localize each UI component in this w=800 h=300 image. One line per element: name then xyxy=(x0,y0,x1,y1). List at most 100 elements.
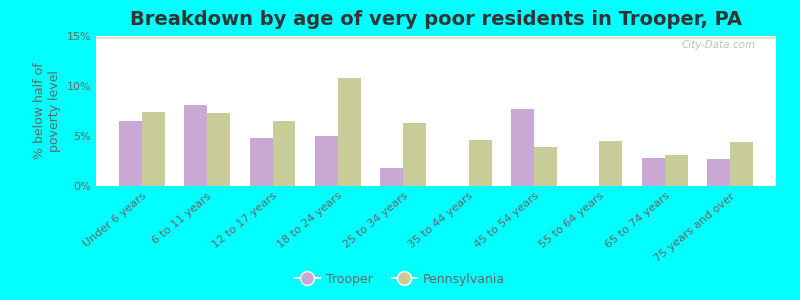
Bar xyxy=(207,113,230,186)
Bar xyxy=(96,37,776,39)
Bar xyxy=(730,142,753,186)
Bar xyxy=(96,36,776,38)
Bar xyxy=(96,38,776,39)
Bar xyxy=(96,37,776,39)
Bar xyxy=(96,37,776,38)
Bar xyxy=(96,37,776,38)
Bar xyxy=(96,38,776,39)
Bar xyxy=(96,37,776,38)
Bar xyxy=(96,37,776,38)
Bar xyxy=(96,37,776,39)
Bar xyxy=(96,38,776,39)
Bar xyxy=(96,36,776,38)
Bar xyxy=(96,37,776,38)
Bar xyxy=(96,37,776,38)
Bar xyxy=(96,37,776,38)
Bar xyxy=(96,36,776,38)
Bar xyxy=(96,36,776,38)
Bar xyxy=(96,37,776,39)
Bar xyxy=(96,36,776,38)
Bar xyxy=(96,37,776,39)
Bar xyxy=(511,109,534,186)
Bar xyxy=(96,36,776,38)
Bar xyxy=(96,36,776,38)
Bar xyxy=(96,37,776,38)
Bar xyxy=(96,37,776,38)
Bar xyxy=(96,36,776,38)
Bar xyxy=(96,37,776,39)
Bar xyxy=(96,37,776,38)
Bar xyxy=(96,36,776,38)
Bar xyxy=(96,37,776,38)
Bar xyxy=(96,37,776,39)
Text: City-Data.com: City-Data.com xyxy=(682,40,755,50)
Bar xyxy=(96,37,776,39)
Bar xyxy=(96,37,776,38)
Legend: Trooper, Pennsylvania: Trooper, Pennsylvania xyxy=(290,268,510,291)
Bar xyxy=(96,37,776,38)
Bar xyxy=(96,37,776,38)
Bar xyxy=(96,36,776,38)
Bar xyxy=(96,37,776,39)
Bar xyxy=(96,36,776,38)
Bar xyxy=(96,37,776,39)
Bar xyxy=(96,37,776,38)
Bar xyxy=(96,37,776,39)
Bar xyxy=(96,37,776,39)
Bar xyxy=(338,78,361,186)
Bar xyxy=(96,37,776,39)
Bar xyxy=(250,138,273,186)
Bar xyxy=(96,37,776,38)
Bar xyxy=(96,38,776,39)
Bar xyxy=(96,38,776,39)
Bar xyxy=(96,37,776,38)
Bar xyxy=(96,37,776,39)
Bar xyxy=(96,37,776,38)
Bar xyxy=(96,37,776,39)
Bar xyxy=(96,37,776,38)
Bar xyxy=(96,37,776,38)
Bar xyxy=(96,36,776,38)
Bar xyxy=(96,37,776,38)
Bar xyxy=(96,36,776,38)
Bar xyxy=(96,37,776,38)
Bar xyxy=(96,37,776,38)
Bar xyxy=(96,37,776,38)
Bar xyxy=(96,37,776,39)
Bar xyxy=(96,36,776,38)
Bar xyxy=(96,37,776,38)
Bar xyxy=(96,37,776,38)
Bar xyxy=(96,38,776,39)
Bar xyxy=(184,105,207,186)
Bar xyxy=(96,37,776,38)
Title: Breakdown by age of very poor residents in Trooper, PA: Breakdown by age of very poor residents … xyxy=(130,10,742,29)
Bar xyxy=(96,37,776,38)
Bar xyxy=(96,36,776,38)
Bar xyxy=(96,36,776,38)
Bar xyxy=(96,37,776,39)
Bar xyxy=(96,37,776,38)
Bar xyxy=(96,37,776,38)
Bar xyxy=(96,36,776,38)
Bar xyxy=(142,112,165,186)
Bar xyxy=(96,38,776,39)
Bar xyxy=(96,37,776,38)
Bar xyxy=(119,121,142,186)
Bar xyxy=(96,38,776,39)
Bar xyxy=(381,168,403,186)
Bar xyxy=(96,37,776,38)
Bar xyxy=(96,36,776,38)
Bar xyxy=(96,38,776,39)
Bar xyxy=(96,36,776,38)
Bar xyxy=(96,37,776,38)
Bar xyxy=(707,159,730,186)
Bar xyxy=(534,147,557,186)
Bar xyxy=(96,38,776,39)
Bar xyxy=(665,155,688,186)
Bar xyxy=(96,36,776,38)
Bar xyxy=(96,37,776,38)
Bar xyxy=(96,37,776,39)
Bar xyxy=(469,140,491,186)
Bar xyxy=(96,36,776,38)
Bar xyxy=(96,36,776,38)
